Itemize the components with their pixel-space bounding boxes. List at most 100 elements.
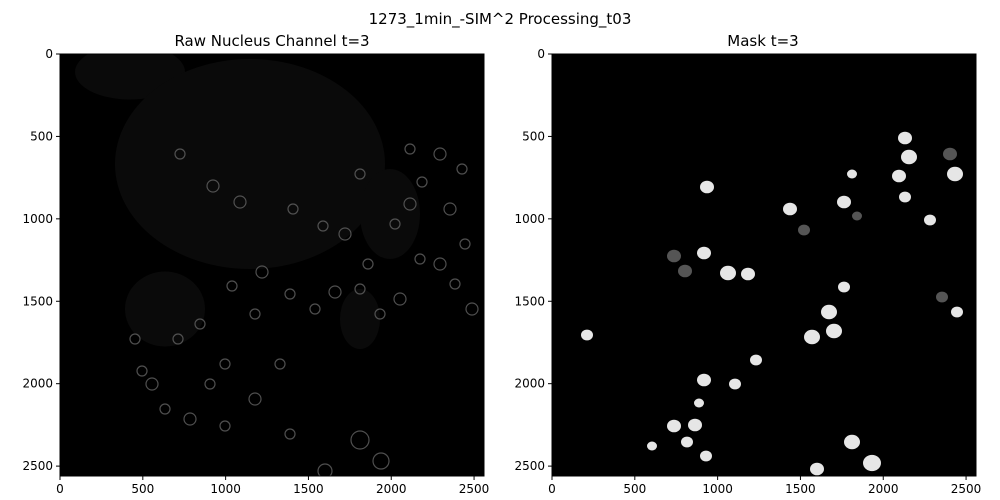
nucleus-ring	[159, 403, 171, 415]
mask-blob	[581, 329, 593, 341]
tissue-region	[360, 169, 420, 259]
nucleus-ring	[226, 280, 238, 292]
x-tick-label: 500	[623, 482, 646, 496]
nucleus-ring	[449, 278, 461, 290]
nucleus-ring	[219, 420, 231, 432]
mask-blob	[741, 267, 755, 281]
mask-blob	[678, 264, 692, 278]
mask-blob	[720, 265, 736, 281]
mask-blob	[837, 195, 851, 209]
x-tick-label: 1500	[293, 482, 324, 496]
nucleus-ring	[354, 168, 366, 180]
x-tick-label: 2500	[459, 482, 490, 496]
nucleus-ring	[374, 308, 386, 320]
figure-title: 1273_1min_-SIM^2 Processing_t03	[369, 10, 632, 29]
mask-blob	[697, 373, 711, 387]
nucleus-ring	[145, 377, 159, 391]
nucleus-ring	[456, 163, 468, 175]
mask-blob	[951, 306, 963, 318]
y-tick-label: 1500	[22, 294, 53, 308]
y-tick-label: 1000	[514, 212, 545, 226]
nucleus-ring	[362, 258, 374, 270]
mask-blob	[924, 214, 936, 226]
mask-blob	[899, 191, 911, 203]
nucleus-ring	[403, 197, 417, 211]
y-tick-label: 500	[30, 129, 53, 143]
nucleus-ring	[174, 148, 186, 160]
nucleus-ring	[404, 143, 416, 155]
nucleus-ring	[274, 358, 286, 370]
nucleus-ring	[433, 257, 447, 271]
x-tick-label: 2000	[376, 482, 407, 496]
nucleus-ring	[219, 358, 231, 370]
mask-blob	[729, 378, 741, 390]
mask-blob	[810, 462, 824, 476]
nucleus-ring	[465, 302, 479, 316]
nucleus-ring	[172, 333, 184, 345]
nucleus-ring	[416, 176, 428, 188]
mask-blob	[898, 131, 912, 145]
nucleus-ring	[249, 308, 261, 320]
mask-axes-frame	[551, 53, 977, 477]
y-tick-label: 2500	[514, 459, 545, 473]
y-tick-label: 2000	[514, 377, 545, 391]
nucleus-ring	[389, 218, 401, 230]
x-tick-label: 0	[548, 482, 556, 496]
y-tick-label: 2500	[22, 459, 53, 473]
mask-blob	[838, 281, 850, 293]
nucleus-ring	[317, 463, 333, 476]
raw-panel: Raw Nucleus Channel t=3 0 500 1000 1500 2000…	[22, 32, 489, 496]
mask-panel: Mask t=3 0 500 1000 1500 2000 250005001000150…	[514, 32, 981, 496]
x-tick-label: 1000	[210, 482, 241, 496]
nucleus-ring	[459, 238, 471, 250]
nucleus-ring	[233, 195, 247, 209]
mask-blob	[804, 329, 820, 345]
raw-axes-frame	[59, 53, 485, 477]
nucleus-ring	[338, 227, 352, 241]
nucleus-ring	[129, 333, 141, 345]
nucleus-ring	[309, 303, 321, 315]
tissue-region	[340, 289, 380, 349]
nucleus-ring	[414, 253, 426, 265]
mask-image-area	[552, 54, 976, 476]
mask-blob	[783, 202, 797, 216]
nucleus-ring	[372, 452, 390, 470]
mask-blob	[667, 419, 681, 433]
mask-blob	[700, 180, 714, 194]
nucleus-ring	[204, 378, 216, 390]
y-tick-label: 500	[522, 129, 545, 143]
x-tick-label: 1500	[785, 482, 816, 496]
nucleus-ring	[136, 365, 148, 377]
mask-blob	[647, 441, 657, 451]
mask-blob	[947, 166, 963, 182]
mask-image-content	[581, 131, 963, 476]
mask-blob	[826, 323, 842, 339]
x-tick-label: 0	[56, 482, 64, 496]
x-tick-label: 2500	[951, 482, 982, 496]
nucleus-ring	[317, 220, 329, 232]
nucleus-ring	[206, 179, 220, 193]
nucleus-ring	[284, 428, 296, 440]
nucleus-ring	[393, 292, 407, 306]
mask-panel-title: Mask t=3	[727, 32, 798, 50]
mask-blob	[863, 454, 881, 472]
mask-blob	[667, 249, 681, 263]
mask-blob	[847, 169, 857, 179]
nucleus-ring	[183, 412, 197, 426]
mask-blob	[688, 418, 702, 432]
mask-blob	[901, 149, 917, 165]
nucleus-ring	[194, 318, 206, 330]
mask-blob	[750, 354, 762, 366]
y-tick-label: 1000	[22, 212, 53, 226]
nucleus-ring	[433, 147, 447, 161]
nucleus-ring	[284, 288, 296, 300]
nucleus-ring	[287, 203, 299, 215]
mask-blob	[694, 398, 704, 408]
raw-panel-title: Raw Nucleus Channel t=3	[174, 32, 369, 50]
mask-blob	[821, 304, 837, 320]
mask-blob	[798, 224, 810, 236]
mask-blob	[943, 147, 957, 161]
nucleus-ring	[328, 285, 342, 299]
y-tick-label: 0	[537, 47, 545, 61]
x-tick-label: 500	[131, 482, 154, 496]
